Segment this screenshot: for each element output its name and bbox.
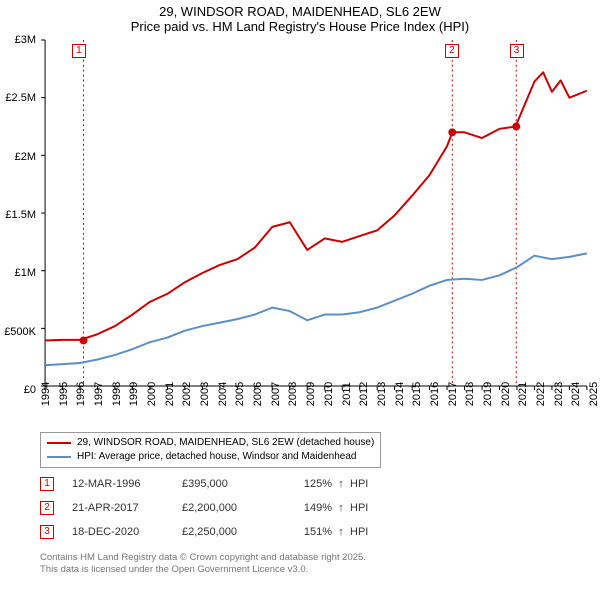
line-chart	[40, 40, 588, 390]
legend-item: 29, WINDSOR ROAD, MAIDENHEAD, SL6 2EW (d…	[47, 436, 374, 450]
x-tick-label: 1997	[93, 382, 105, 406]
x-tick-label: 2011	[341, 382, 353, 406]
arrow-up-icon: ↑	[332, 526, 350, 538]
event-row: 1 12-MAR-1996£395,000125%↑HPI	[40, 472, 380, 496]
x-tick-label: 2016	[429, 382, 441, 406]
y-tick-label: £500K	[4, 326, 36, 338]
footer-line-1: Contains HM Land Registry data © Crown c…	[40, 552, 366, 564]
event-date: 12-MAR-1996	[72, 478, 182, 490]
event-hpi-label: HPI	[350, 478, 380, 490]
x-tick-label: 2014	[394, 382, 406, 406]
event-percent: 149%	[282, 502, 332, 514]
legend-item: HPI: Average price, detached house, Wind…	[47, 450, 374, 464]
event-marker-box: 1	[40, 477, 54, 491]
x-tick-label: 2008	[287, 382, 299, 406]
x-tick-label: 2025	[588, 382, 600, 406]
x-tick-label: 2006	[252, 382, 264, 406]
y-tick-label: £2.5M	[5, 92, 36, 104]
x-tick-label: 2015	[411, 382, 423, 406]
event-percent: 125%	[282, 478, 332, 490]
event-marker-box: 2	[40, 501, 54, 515]
chart-area: £0£500K£1M£1.5M£2M£2.5M£3M 1994199519961…	[40, 40, 588, 390]
chart-marker-box: 1	[72, 44, 86, 58]
title-line-2: Price paid vs. HM Land Registry's House …	[0, 19, 600, 34]
event-hpi-label: HPI	[350, 502, 380, 514]
footer-attribution: Contains HM Land Registry data © Crown c…	[40, 552, 366, 576]
event-percent: 151%	[282, 526, 332, 538]
x-tick-label: 1994	[40, 382, 52, 406]
x-tick-label: 2000	[146, 382, 158, 406]
x-tick-label: 2001	[164, 382, 176, 406]
title-line-1: 29, WINDSOR ROAD, MAIDENHEAD, SL6 2EW	[0, 4, 600, 19]
event-hpi-label: HPI	[350, 526, 380, 538]
legend-label: HPI: Average price, detached house, Wind…	[77, 450, 356, 464]
x-tick-label: 1996	[75, 382, 87, 406]
x-tick-label: 1995	[58, 382, 70, 406]
x-tick-label: 1998	[111, 382, 123, 406]
x-tick-label: 2010	[323, 382, 335, 406]
x-tick-label: 2018	[464, 382, 476, 406]
y-tick-label: £3M	[15, 34, 36, 46]
x-tick-label: 2003	[199, 382, 211, 406]
x-tick-label: 2013	[376, 382, 388, 406]
x-tick-label: 2019	[482, 382, 494, 406]
y-tick-label: £0	[24, 384, 36, 396]
y-tick-label: £1M	[15, 267, 36, 279]
y-tick-label: £2M	[15, 151, 36, 163]
x-tick-label: 2009	[305, 382, 317, 406]
event-date: 21-APR-2017	[72, 502, 182, 514]
x-tick-label: 2020	[500, 382, 512, 406]
chart-title-block: 29, WINDSOR ROAD, MAIDENHEAD, SL6 2EW Pr…	[0, 0, 600, 34]
event-marker-box: 3	[40, 525, 54, 539]
footer-line-2: This data is licensed under the Open Gov…	[40, 564, 366, 576]
event-price: £2,200,000	[182, 502, 282, 514]
x-tick-label: 2023	[553, 382, 565, 406]
x-tick-label: 2005	[234, 382, 246, 406]
event-price: £395,000	[182, 478, 282, 490]
arrow-up-icon: ↑	[332, 478, 350, 490]
x-tick-label: 2002	[181, 382, 193, 406]
x-tick-label: 2017	[447, 382, 459, 406]
x-tick-label: 2004	[217, 382, 229, 406]
legend-swatch	[47, 456, 71, 458]
event-row: 3 18-DEC-2020£2,250,000151%↑HPI	[40, 520, 380, 544]
arrow-up-icon: ↑	[332, 502, 350, 514]
chart-marker-box: 2	[445, 44, 459, 58]
x-tick-label: 2007	[270, 382, 282, 406]
chart-marker-box: 3	[510, 44, 524, 58]
x-tick-label: 2022	[535, 382, 547, 406]
y-tick-label: £1.5M	[5, 209, 36, 221]
event-date: 18-DEC-2020	[72, 526, 182, 538]
x-tick-label: 1999	[128, 382, 140, 406]
x-tick-label: 2021	[517, 382, 529, 406]
x-tick-label: 2012	[358, 382, 370, 406]
event-row: 2 21-APR-2017£2,200,000149%↑HPI	[40, 496, 380, 520]
event-price: £2,250,000	[182, 526, 282, 538]
events-table: 112-MAR-1996£395,000125%↑HPI221-APR-2017…	[40, 472, 380, 544]
legend-label: 29, WINDSOR ROAD, MAIDENHEAD, SL6 2EW (d…	[77, 436, 374, 450]
x-tick-label: 2024	[570, 382, 582, 406]
legend: 29, WINDSOR ROAD, MAIDENHEAD, SL6 2EW (d…	[40, 432, 381, 468]
legend-swatch	[47, 442, 71, 444]
